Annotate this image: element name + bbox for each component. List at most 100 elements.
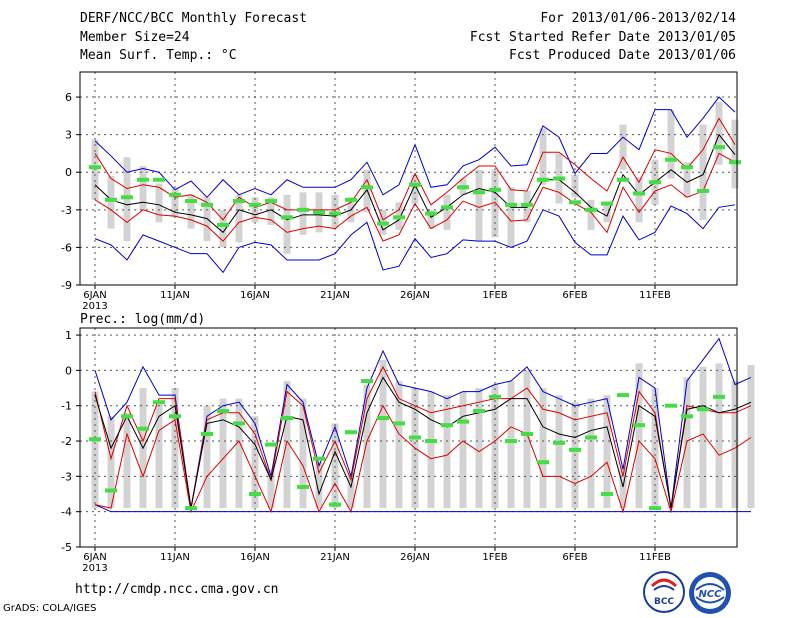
precip-ensemble-bar: [715, 363, 723, 509]
precip-ensemble-bar: [219, 398, 227, 509]
temp-obs-marker: [425, 211, 437, 216]
temp-obs-marker: [665, 157, 677, 162]
temp-ytick-label: 6: [65, 91, 72, 104]
precip-frame: [79, 327, 738, 548]
temp-frame: [79, 71, 738, 286]
temp-ytick-label: -9: [61, 279, 72, 292]
precip-ensemble-bar: [379, 359, 387, 509]
temp-obs-marker: [617, 177, 629, 182]
header-variable: Mean Surf. Temp.: °C: [80, 48, 237, 63]
precip-title: Prec.: log(mm/d): [80, 312, 206, 327]
temp-ensemble-bar: [443, 194, 451, 230]
precip-ensemble-bar: [539, 388, 547, 509]
precip-obs-marker: [585, 435, 597, 440]
temp-obs-marker: [681, 165, 693, 170]
temp-ensemble-bar: [139, 165, 147, 210]
temp-ensemble-bar: [539, 128, 547, 185]
bcc-logo-text: BCC: [654, 597, 674, 607]
header-period: For 2013/01/06-2013/02/14: [540, 11, 736, 26]
precip-ytick-label: -4: [61, 506, 72, 519]
precip-ensemble-bar: [635, 363, 643, 509]
temp-obs-marker: [281, 215, 293, 220]
precip-ensemble-bar: [555, 395, 563, 509]
header-title: DERF/NCC/BCC Monthly Forecast: [80, 11, 307, 26]
temp-ensemble-bar: [411, 174, 419, 204]
precip-ensemble-bar: [699, 366, 707, 509]
temp-obs-marker: [393, 215, 405, 220]
precip-ensemble-bar: [363, 384, 371, 509]
precip-xtick-label: 6FEB: [562, 552, 587, 563]
precip-xtick-label: 21JAN: [320, 552, 350, 563]
precip-obs-marker: [601, 492, 613, 497]
temp-obs-marker: [361, 185, 373, 190]
temp-ensemble-bar: [155, 183, 163, 223]
temp-ytick-label: -6: [61, 241, 72, 254]
precip-obs-marker: [489, 394, 501, 399]
precip-obs-marker: [329, 502, 341, 507]
precip-ensemble-bar: [443, 395, 451, 509]
temp-obs-marker: [345, 197, 357, 202]
temp-obs-marker: [713, 145, 725, 150]
precip-ytick-label: 1: [65, 329, 72, 342]
precip-obs-marker: [505, 439, 517, 444]
precip-ensemble-bar: [331, 423, 339, 509]
temp-obs-marker: [489, 187, 501, 192]
precip-obs-marker: [233, 421, 245, 426]
precip-obs-marker: [169, 414, 181, 419]
precip-ensemble-bar: [523, 370, 531, 509]
precip-obs-marker: [377, 416, 389, 421]
precip-obs-marker: [457, 419, 469, 424]
precip-obs-marker: [713, 394, 725, 399]
temp-obs-marker: [265, 199, 277, 204]
precip-obs-marker: [521, 431, 533, 436]
precip-obs-marker: [665, 403, 677, 408]
temp-ensemble-bar: [107, 175, 115, 229]
precip-obs-marker: [473, 409, 485, 414]
precip-xtick-label: 11FEB: [639, 552, 671, 563]
ncc-logo-text: NCC: [698, 589, 722, 600]
precip-obs-marker: [361, 378, 373, 383]
temp-obs-marker: [537, 177, 549, 182]
precip-obs-marker: [185, 506, 197, 511]
temp-xtick-label: 6JAN: [83, 290, 106, 301]
temp-max-line: [94, 96, 736, 199]
temp-ensemble-bar: [235, 194, 243, 243]
precip-obs-marker: [617, 393, 629, 398]
temp-obs-marker: [521, 202, 533, 207]
precip-ensemble-bar: [299, 398, 307, 509]
temp-ensemble-bar: [587, 199, 595, 230]
temp-obs-marker: [105, 197, 117, 202]
precip-ensemble-bar: [475, 388, 483, 509]
precip-obs-marker: [537, 460, 549, 465]
precip-ensemble-bar: [459, 391, 467, 509]
precip-x-year: 2013: [82, 563, 107, 574]
temp-obs-marker: [89, 165, 101, 170]
temp-ensemble-bar: [299, 192, 307, 235]
precip-ytick-label: -2: [61, 435, 72, 448]
footer-url[interactable]: http://cmdp.ncc.cma.gov.cn: [75, 582, 279, 597]
precip-ensemble-bar: [155, 402, 163, 509]
precip-obs-marker: [297, 484, 309, 489]
temp-obs-marker: [233, 199, 245, 204]
precip-xtick-label: 11JAN: [160, 552, 190, 563]
temp-ensemble-bar: [603, 203, 611, 223]
precip-ensemble-bar: [267, 469, 275, 509]
precip-obs-marker: [265, 442, 277, 447]
temp-lower-line: [94, 152, 736, 242]
precip-ensemble-bar: [747, 365, 755, 509]
precip-obs-marker: [121, 414, 133, 419]
header-member-size: Member Size=24: [80, 30, 190, 45]
precip-ensemble-bar: [507, 380, 515, 509]
precip-obs-marker: [441, 423, 453, 428]
precip-obs-marker: [89, 437, 101, 442]
temp-obs-marker: [169, 192, 181, 197]
temp-obs-marker: [217, 222, 229, 227]
temp-ensemble-bar: [715, 102, 723, 165]
precip-ensemble-bar: [251, 416, 259, 509]
temp-obs-marker: [729, 160, 741, 165]
temp-obs-marker: [297, 207, 309, 212]
temp-obs-marker: [633, 191, 645, 196]
temp-ensemble-bar: [683, 162, 691, 198]
temp-xtick-label: 1FEB: [482, 290, 507, 301]
